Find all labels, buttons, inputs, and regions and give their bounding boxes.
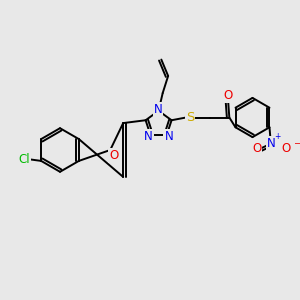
Text: −: − [293, 138, 300, 147]
Text: N: N [266, 137, 275, 150]
Text: O: O [223, 89, 232, 102]
Text: O: O [282, 142, 291, 155]
Text: Cl: Cl [18, 153, 30, 166]
Text: N: N [154, 103, 162, 116]
Text: N: N [164, 130, 173, 142]
Text: S: S [186, 111, 194, 124]
Text: +: + [275, 132, 281, 141]
Text: O: O [252, 142, 261, 155]
Text: N: N [144, 130, 153, 142]
Text: O: O [109, 149, 118, 162]
